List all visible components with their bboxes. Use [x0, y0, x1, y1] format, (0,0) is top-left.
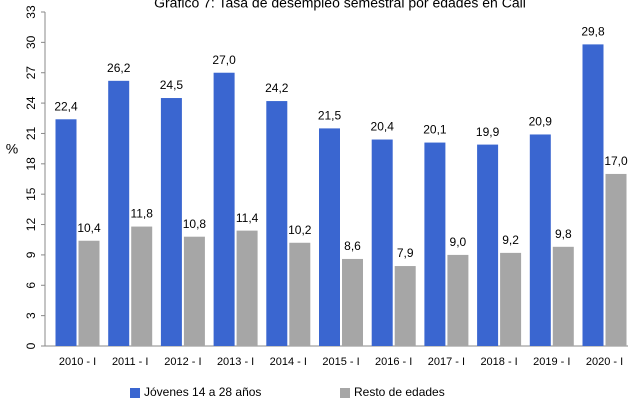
x-tick-label: 2016 - I	[375, 356, 412, 368]
y-tick-label: 15	[24, 187, 38, 201]
y-tick-label: 24	[24, 96, 38, 110]
x-tick-label: 2011 - I	[112, 356, 149, 368]
x-tick-label: 2020 - I	[586, 356, 623, 368]
value-label: 10,4	[77, 221, 101, 235]
bar	[500, 252, 522, 346]
value-label: 26,2	[107, 61, 131, 75]
bar	[78, 240, 100, 346]
bar	[582, 44, 604, 346]
legend-swatch	[130, 388, 140, 398]
bar	[183, 236, 205, 346]
bar	[55, 119, 77, 346]
value-label: 10,2	[288, 223, 312, 237]
y-tick-label: 18	[24, 157, 38, 171]
value-label: 9,2	[502, 233, 519, 247]
bar	[477, 144, 499, 346]
value-label: 17,0	[604, 154, 628, 168]
y-tick-label: 0	[24, 342, 38, 349]
value-label: 10,8	[183, 217, 207, 231]
bar	[424, 142, 446, 346]
legend-label: Jóvenes 14 a 28 años	[144, 385, 261, 399]
value-label: 24,5	[160, 78, 184, 92]
x-tick-label: 2015 - I	[322, 356, 359, 368]
y-tick-label: 9	[24, 251, 38, 258]
value-label: 21,5	[318, 109, 342, 123]
bar	[108, 80, 130, 346]
x-tick-label: 2014 - I	[270, 356, 307, 368]
y-tick-label: 27	[24, 66, 38, 80]
y-tick-label: 30	[24, 35, 38, 49]
value-label: 24,2	[265, 81, 289, 95]
x-tick-label: 2017 - I	[428, 356, 465, 368]
value-label: 7,9	[397, 246, 414, 260]
bar	[319, 128, 340, 346]
value-label: 9,0	[450, 235, 467, 249]
bar	[447, 254, 469, 346]
value-label: 19,9	[476, 125, 500, 139]
bar	[289, 242, 311, 346]
value-label: 9,8	[555, 227, 572, 241]
bar	[552, 246, 574, 346]
y-axis-label: %	[6, 141, 18, 157]
legend-swatch	[340, 388, 350, 398]
value-label: 27,0	[212, 53, 236, 67]
bar	[371, 139, 393, 346]
legend-label: Resto de edades	[354, 385, 445, 399]
value-label: 8,6	[344, 239, 361, 253]
chart-title: Gráfico 7: Tasa de desempleo semestral p…	[154, 0, 526, 11]
y-tick-label: 12	[24, 218, 38, 232]
value-label: 11,8	[130, 207, 153, 221]
x-tick-label: 2010 - I	[59, 356, 96, 368]
x-tick-label: 2019 - I	[533, 356, 570, 368]
bar	[236, 230, 258, 346]
bar	[266, 101, 288, 346]
bar	[213, 72, 235, 347]
y-tick-label: 3	[24, 312, 38, 319]
value-label: 20,4	[371, 120, 395, 134]
value-label: 20,1	[423, 123, 447, 137]
bar	[605, 173, 627, 346]
bar	[394, 266, 416, 346]
bar	[131, 226, 153, 346]
value-label: 29,8	[581, 25, 605, 39]
x-tick-label: 2018 - I	[480, 356, 517, 368]
x-tick-label: 2012 - I	[164, 356, 201, 368]
x-tick-label: 2013 - I	[217, 356, 254, 368]
value-label: 20,9	[529, 115, 553, 129]
bar	[160, 98, 182, 346]
y-tick-label: 6	[24, 282, 38, 289]
y-tick-label: 33	[24, 5, 38, 19]
value-label: 22,4	[54, 99, 78, 113]
bar	[529, 134, 551, 346]
value-label: 11,4	[236, 211, 259, 225]
y-tick-label: 21	[24, 126, 38, 140]
bar	[342, 258, 363, 346]
